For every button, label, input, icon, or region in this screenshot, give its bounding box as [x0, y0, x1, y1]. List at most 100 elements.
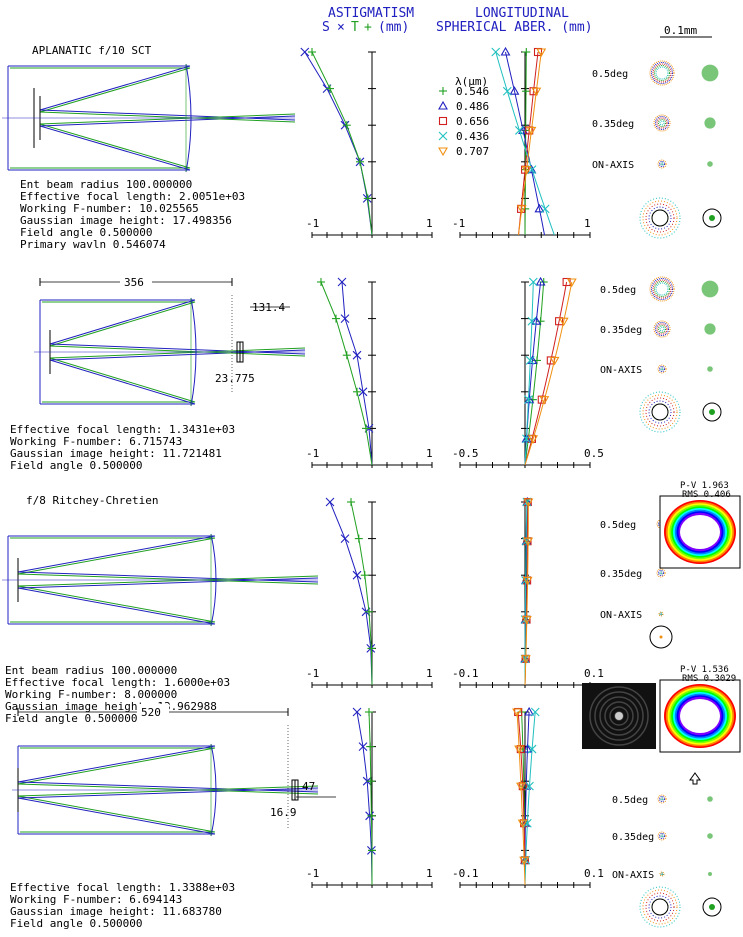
astig-point: [366, 777, 375, 786]
spot-center: [709, 215, 715, 221]
airy-circle: [649, 625, 673, 649]
ray: [17, 747, 216, 785]
spot-pattern: [652, 279, 672, 299]
wavelength-label: 0.656: [456, 115, 489, 128]
airy-circle: [702, 208, 722, 228]
ray: [39, 123, 191, 169]
ray: [17, 537, 216, 575]
ray: [17, 745, 216, 783]
spher-curve: [518, 51, 542, 236]
astig-point: [347, 498, 355, 506]
spot-pattern: [655, 116, 669, 130]
astig-point: [365, 607, 373, 616]
ray: [39, 113, 296, 125]
spher-curve: [495, 51, 555, 236]
spot-pattern: [660, 162, 664, 166]
spher-xmin-label: -0.5: [452, 447, 479, 460]
spher-xmin-label: -0.1: [452, 867, 479, 880]
astigmatism-title: ASTIGMATISM: [328, 6, 414, 21]
astig-xmin-label: -1: [306, 217, 319, 230]
ray: [17, 571, 319, 583]
spher-curve: [516, 711, 526, 886]
spot-pattern-green: [701, 64, 719, 82]
spot-label: 0.35deg: [600, 569, 642, 580]
wavelength-label: 0.546: [456, 85, 489, 98]
spher-point: [558, 317, 569, 327]
spher-point: [514, 745, 525, 755]
spot-pattern: [658, 119, 666, 127]
spot-pattern-green: [704, 117, 716, 129]
spot-pattern: [659, 612, 663, 616]
spot-label: ON-AXIS: [600, 610, 642, 621]
specs-block: Effective focal length: 1.3431e+03Workin…: [10, 423, 235, 472]
spher-xmax-label: 0.1: [584, 867, 604, 880]
spher-point: [516, 782, 526, 792]
spher-point: [512, 708, 522, 718]
spher-point: [514, 126, 524, 135]
astig-point: [352, 570, 362, 580]
spot-label: 0.5deg: [612, 795, 648, 806]
spot-pattern: [659, 833, 665, 839]
dimension-label-bg: [120, 274, 152, 288]
ray: [49, 301, 196, 347]
spot-pattern: [658, 611, 664, 617]
spec-line: Ent beam radius 100.000000: [20, 178, 192, 191]
spot-pattern: [659, 796, 665, 802]
astig-series-T: [368, 711, 373, 885]
defocus-spot: [642, 889, 678, 925]
interferogram-hole: [680, 515, 720, 549]
astig-point: [358, 387, 368, 397]
spot-pattern: [656, 117, 668, 129]
ray: [17, 781, 319, 793]
astig-point: [326, 84, 334, 93]
spher-curve: [524, 501, 529, 686]
ray: [49, 299, 196, 345]
spher-curve: [524, 281, 534, 466]
defocus-spot: [648, 895, 672, 919]
spher-point: [528, 277, 538, 287]
astig-point: [367, 811, 376, 820]
ray: [39, 115, 296, 127]
spher-curve: [524, 711, 536, 886]
ray: [39, 125, 191, 171]
astig-point: [342, 121, 351, 130]
spot-pattern: [659, 366, 665, 372]
panel-title: APLANATIC f/10 SCT: [32, 44, 152, 57]
spot-pattern: [659, 161, 665, 167]
defocus-spot: [645, 203, 675, 233]
ray: [17, 573, 319, 585]
spher-curve: [517, 711, 526, 885]
spher-point: [536, 48, 547, 58]
defocus-spot: [642, 200, 678, 236]
defocus-spot: [648, 206, 672, 230]
optical-layout: 356 131.4 23.775: [34, 274, 306, 407]
wavelength-legend: λ(μm) 0.546 0.486 0.656 0.436 0.707: [438, 75, 489, 158]
defocus-spot: [639, 886, 681, 928]
spher-point: [540, 204, 550, 214]
spec-line: Working F-number: 8.000000: [5, 688, 177, 701]
spot-pattern-green: [707, 833, 713, 839]
spec-line: Gaussian image height: 11.721481: [10, 447, 222, 460]
spherical-aber-title: SPHERICAL ABER. (mm): [436, 20, 593, 35]
spot-center: [709, 904, 715, 910]
astigmatism-plot: -1 1: [306, 707, 433, 888]
airy-circle: [651, 403, 669, 421]
spot-label: ON-AXIS: [612, 870, 654, 881]
ray: [17, 575, 319, 587]
wavelength-marker-icon: [438, 116, 448, 126]
airy-circle: [651, 898, 669, 916]
astig-point: [340, 534, 350, 543]
spot-pattern: [660, 834, 664, 838]
wavelength-marker-icon: [438, 131, 448, 141]
spher-point: [530, 707, 540, 717]
dimension-label: 131.4: [252, 301, 285, 314]
spot-pattern: [659, 571, 663, 575]
spher-curve: [524, 281, 545, 466]
spher-point: [519, 856, 530, 866]
ray: [17, 585, 216, 623]
spec-line: Effective focal length: 2.0051e+03: [20, 190, 245, 203]
astig-point: [352, 707, 362, 717]
